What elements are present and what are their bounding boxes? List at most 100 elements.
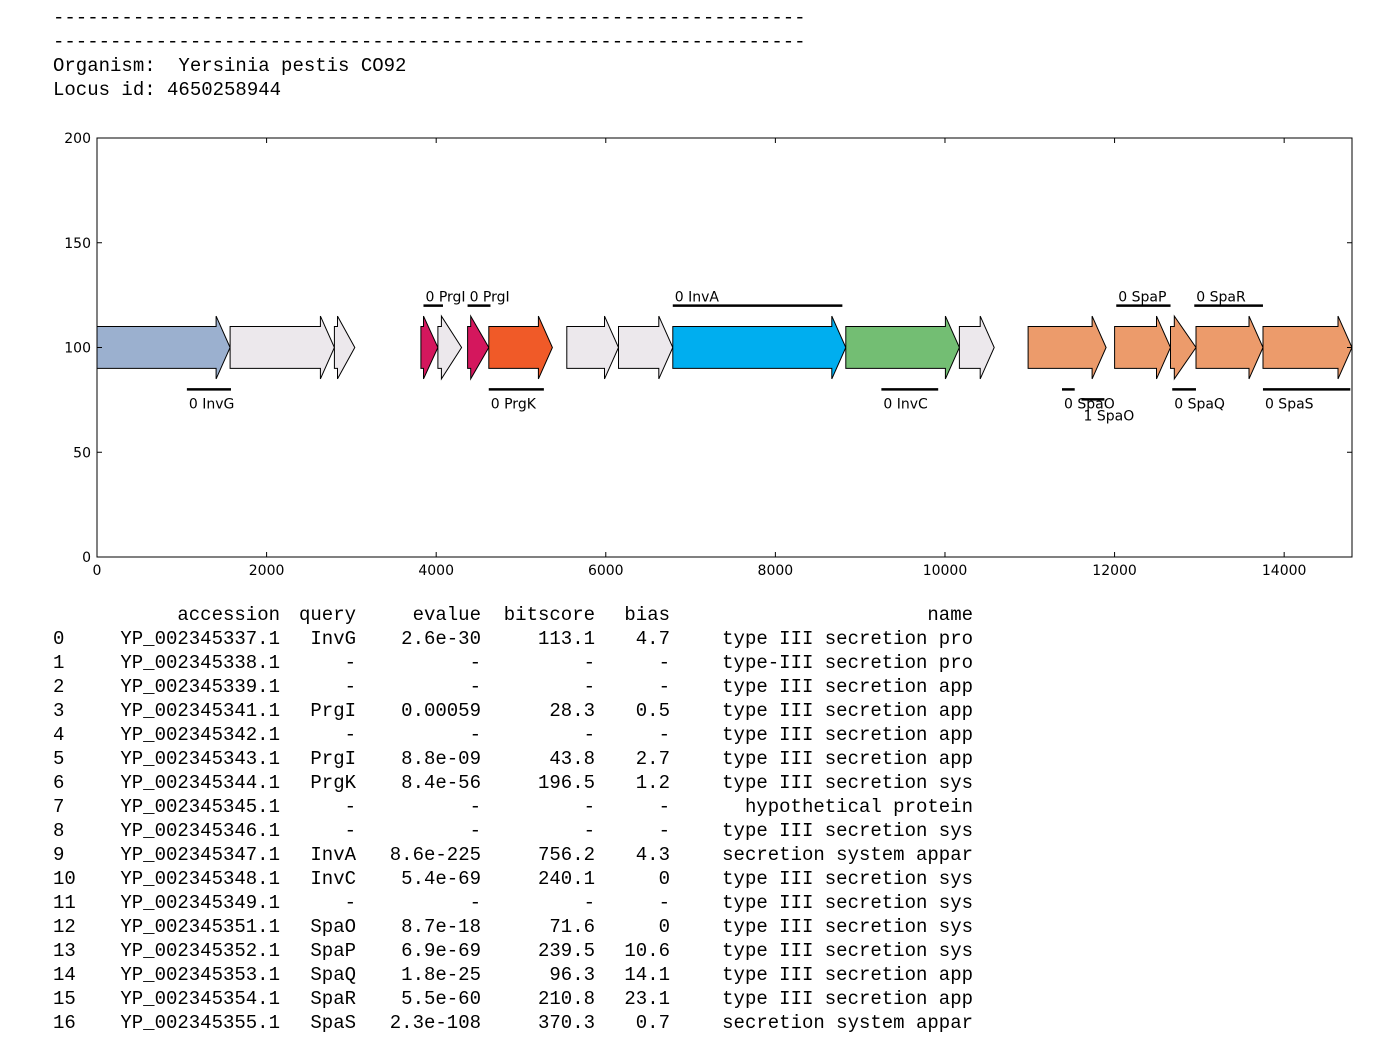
gene-arrow-14 — [1170, 314, 1197, 381]
cell-bitscore: 240.1 — [537, 868, 595, 890]
cell-query: - — [344, 724, 356, 746]
cell-bitscore: 196.5 — [537, 772, 595, 794]
y-tick-label-2: 100 — [64, 341, 91, 357]
cell-bitscore: 239.5 — [537, 940, 595, 962]
y-tick-label-1: 50 — [73, 445, 91, 461]
cell-evalue: 8.8e-09 — [401, 748, 481, 770]
column-header-accession: accession — [177, 604, 280, 626]
cell-name: type III secretion app — [722, 988, 973, 1010]
cell-query: - — [344, 892, 356, 914]
domain-hit-label-3: 0 PrgK — [491, 396, 537, 412]
cell-bias: - — [658, 724, 670, 746]
gene-arrow-8 — [618, 315, 674, 380]
cell-evalue: - — [469, 796, 481, 818]
cell-index: 3 — [53, 700, 65, 722]
cell-evalue: 6.9e-69 — [401, 940, 481, 962]
x-tick-label-0: 0 — [93, 563, 102, 579]
cell-name: secretion system appar — [722, 1012, 973, 1034]
x-tick-label-3: 6000 — [588, 563, 624, 579]
cell-evalue: 1.8e-25 — [401, 964, 481, 986]
cell-evalue: 0.00059 — [401, 700, 481, 722]
cell-bitscore: 756.2 — [537, 844, 595, 866]
gene-arrow-5 — [467, 314, 490, 381]
cell-index: 7 — [53, 796, 65, 818]
cell-index: 1 — [53, 652, 65, 674]
organism-label: Organism: Yersinia pestis CO92 — [53, 55, 407, 77]
cell-name: hypothetical protein — [744, 796, 973, 818]
cell-bias: 0.5 — [635, 700, 670, 722]
cell-query: SpaP — [310, 940, 356, 962]
y-tick-label-4: 200 — [64, 131, 91, 147]
cell-evalue: 5.4e-69 — [401, 868, 481, 890]
cell-bias: 0 — [658, 868, 670, 890]
gene-arrow-1 — [229, 315, 335, 380]
cell-query: SpaR — [310, 988, 356, 1010]
cell-name: type III secretion sys — [722, 916, 973, 938]
cell-bias: - — [658, 652, 670, 674]
cell-query: SpaO — [310, 916, 356, 938]
cell-index: 4 — [53, 724, 65, 746]
domain-hit-label-10: 0 SpaQ — [1174, 396, 1225, 412]
cell-accession: YP_002345346.1 — [120, 820, 280, 842]
gene-arrow-13 — [1114, 315, 1172, 380]
cell-query: SpaS — [310, 1012, 356, 1034]
cell-bitscore: - — [583, 652, 595, 674]
cell-index: 16 — [53, 1012, 76, 1034]
cell-name: type III secretion pro — [722, 628, 973, 650]
cell-evalue: 8.7e-18 — [401, 916, 481, 938]
cell-bias: 4.3 — [635, 844, 670, 866]
separator-line-1: ----------------------------------------… — [53, 7, 806, 29]
cell-bias: 1.2 — [635, 772, 670, 794]
cell-evalue: - — [469, 892, 481, 914]
cell-index: 2 — [53, 676, 65, 698]
cell-accession: YP_002345339.1 — [120, 676, 280, 698]
cell-index: 12 — [53, 916, 76, 938]
cell-accession: YP_002345354.1 — [120, 988, 280, 1010]
cell-bias: - — [658, 820, 670, 842]
cell-name: type III secretion sys — [722, 868, 973, 890]
domain-hit-label-9: 0 SpaR — [1196, 290, 1246, 306]
cell-evalue: - — [469, 820, 481, 842]
cell-name: type III secretion app — [722, 748, 973, 770]
cell-bias: - — [658, 796, 670, 818]
cell-index: 10 — [53, 868, 76, 890]
cell-accession: YP_002345347.1 — [120, 844, 280, 866]
gene-arrow-15 — [1195, 315, 1264, 380]
column-header-bias: bias — [624, 604, 670, 626]
gene-map-chart: 0 InvG 0 PrgI 0 PrgI 0 PrgK 0 InvA 0 InvC 0 Sp… — [64, 131, 1353, 579]
domain-hit-label-4: 0 InvA — [675, 290, 720, 306]
domain-hit-label-5: 0 InvC — [883, 396, 928, 412]
cell-accession: YP_002345342.1 — [120, 724, 280, 746]
cell-accession: YP_002345344.1 — [120, 772, 280, 794]
column-header-evalue: evalue — [412, 604, 481, 626]
cell-bias: 14.1 — [624, 964, 670, 986]
domain-hit-label-7: 1 SpaO — [1083, 408, 1134, 424]
cell-name: type III secretion sys — [722, 940, 973, 962]
cell-bias: 10.6 — [624, 940, 670, 962]
cell-name: type III secretion app — [722, 724, 973, 746]
cell-evalue: 8.6e-225 — [389, 844, 481, 866]
cell-name: type III secretion sys — [722, 820, 973, 842]
cell-index: 14 — [53, 964, 76, 986]
cell-query: PrgK — [310, 772, 356, 794]
column-header-bitscore: bitscore — [503, 604, 595, 626]
cell-query: PrgI — [310, 748, 356, 770]
cell-evalue: 2.3e-108 — [389, 1012, 481, 1034]
gene-arrow-16 — [1262, 315, 1353, 380]
cell-bitscore: - — [583, 796, 595, 818]
gene-arrow-9 — [672, 315, 847, 380]
cell-evalue: - — [469, 724, 481, 746]
x-tick-label-4: 8000 — [758, 563, 794, 579]
x-tick-label-1: 2000 — [249, 563, 285, 579]
gene-arrow-7 — [566, 315, 620, 380]
cell-query: InvA — [310, 844, 356, 866]
domain-hit-label-2: 0 PrgI — [470, 290, 510, 306]
cell-bitscore: 71.6 — [549, 916, 595, 938]
cell-query: - — [344, 796, 356, 818]
cell-accession: YP_002345338.1 — [120, 652, 280, 674]
cell-evalue: 5.5e-60 — [401, 988, 481, 1010]
cell-bitscore: - — [583, 724, 595, 746]
cell-query: PrgI — [310, 700, 356, 722]
gene-arrow-3 — [420, 315, 439, 380]
cell-index: 11 — [53, 892, 76, 914]
